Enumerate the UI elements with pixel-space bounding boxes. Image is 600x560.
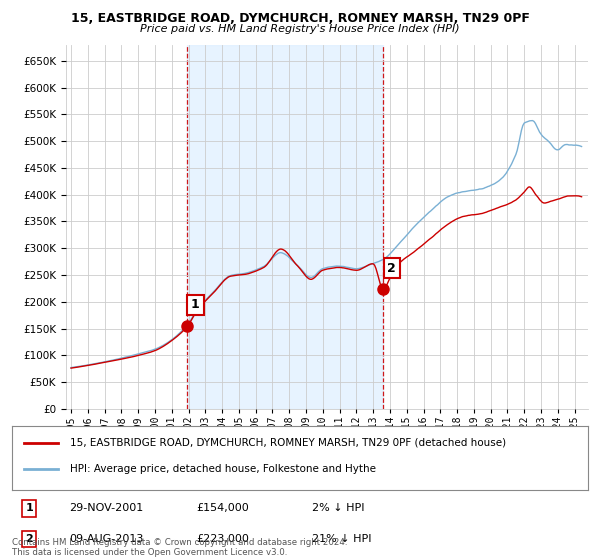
Text: 15, EASTBRIDGE ROAD, DYMCHURCH, ROMNEY MARSH, TN29 0PF (detached house): 15, EASTBRIDGE ROAD, DYMCHURCH, ROMNEY M… <box>70 438 506 448</box>
Text: 29-NOV-2001: 29-NOV-2001 <box>70 503 144 513</box>
Text: 09-AUG-2013: 09-AUG-2013 <box>70 534 144 544</box>
Text: £154,000: £154,000 <box>196 503 249 513</box>
Text: 2: 2 <box>388 262 396 274</box>
Text: HPI: Average price, detached house, Folkestone and Hythe: HPI: Average price, detached house, Folk… <box>70 464 376 474</box>
Text: 21% ↓ HPI: 21% ↓ HPI <box>311 534 371 544</box>
Text: Contains HM Land Registry data © Crown copyright and database right 2024.
This d: Contains HM Land Registry data © Crown c… <box>12 538 347 557</box>
Text: £223,000: £223,000 <box>196 534 249 544</box>
Text: 1: 1 <box>25 503 33 513</box>
Text: 2% ↓ HPI: 2% ↓ HPI <box>311 503 364 513</box>
Text: 15, EASTBRIDGE ROAD, DYMCHURCH, ROMNEY MARSH, TN29 0PF: 15, EASTBRIDGE ROAD, DYMCHURCH, ROMNEY M… <box>71 12 529 25</box>
Text: 2: 2 <box>25 534 33 544</box>
Bar <box>187 45 383 409</box>
Text: Price paid vs. HM Land Registry's House Price Index (HPI): Price paid vs. HM Land Registry's House … <box>140 24 460 34</box>
Text: 1: 1 <box>191 298 200 311</box>
